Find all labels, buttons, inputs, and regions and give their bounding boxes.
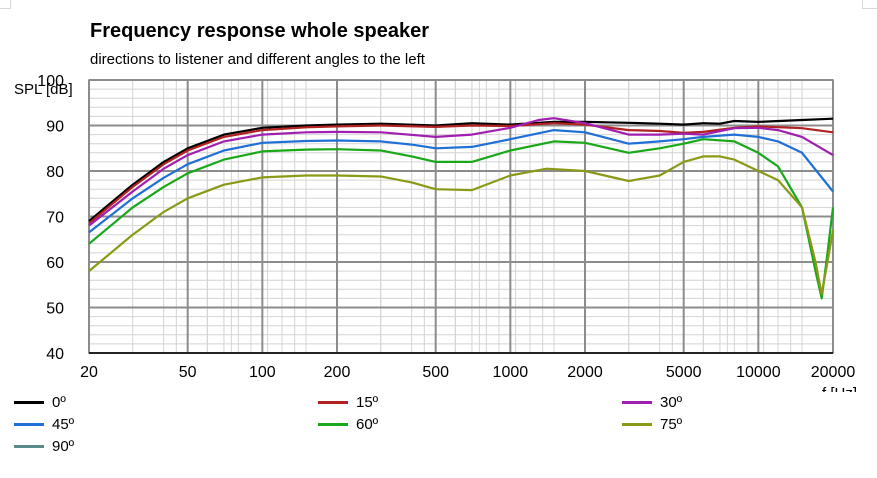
y-axis-label: SPL [dB] [14, 81, 73, 98]
legend-item: 75º [622, 414, 682, 434]
legend-item: 60º [318, 414, 378, 434]
legend-item: 15º [318, 392, 378, 412]
legend-item: 30º [622, 392, 682, 412]
x-axis-label: f [Hz] [822, 385, 857, 392]
chart-title: Frequency response whole speaker [90, 20, 430, 42]
series-line [88, 155, 835, 295]
series-line [88, 138, 835, 300]
chart-legend: 0º 15º 30º 45º 60º 75º 90º [0, 392, 877, 462]
legend-label: 90º [52, 437, 75, 455]
legend-label: 60º [356, 415, 379, 433]
x-tick-label: 100 [249, 364, 276, 381]
y-tick-label: 60 [46, 255, 64, 272]
frame-corner-left [0, 0, 11, 9]
y-tick-label: 100 [37, 73, 64, 90]
x-tick-label: 5000 [666, 364, 702, 381]
legend-item: 90º [14, 436, 74, 456]
y-tick-label: 70 [46, 210, 64, 227]
frequency-response-chart: 40 50 60 70 80 90 100 20 50 100 200 500 1000 2000 5000… [14, 73, 857, 392]
x-tick-label: 10000 [736, 364, 781, 381]
legend-swatch [14, 422, 44, 426]
legend-item: 45º [14, 414, 74, 434]
y-tick-label: 90 [46, 119, 64, 136]
series-line [88, 117, 834, 227]
x-tick-label: 1000 [493, 364, 529, 381]
frame-corner-right [862, 0, 877, 9]
legend-swatch [622, 422, 652, 426]
legend-label: 0º [52, 393, 66, 411]
window-frame [0, 0, 877, 9]
legend-swatch [622, 400, 652, 404]
legend-label: 75º [660, 415, 683, 433]
y-tick-label: 80 [46, 164, 64, 181]
series-line [88, 117, 834, 222]
x-tick-label: 2000 [567, 364, 603, 381]
y-tick-label: 40 [46, 346, 64, 363]
legend-swatch [318, 422, 348, 426]
legend-swatch [318, 400, 348, 404]
legend-swatch [14, 444, 44, 448]
legend-item: 0º [14, 392, 66, 412]
legend-label: 15º [356, 393, 379, 411]
chart-subtitle: directions to listener and different ang… [90, 51, 425, 68]
legend-label: 45º [52, 415, 75, 433]
x-tick-label: 50 [179, 364, 197, 381]
x-tick-label: 20 [80, 364, 98, 381]
x-tick-label: 20000 [811, 364, 856, 381]
legend-label: 30º [660, 393, 683, 411]
series-line [88, 129, 834, 234]
x-tick-label: 500 [422, 364, 449, 381]
series-line [88, 122, 834, 225]
x-tick-label: 200 [324, 364, 351, 381]
legend-swatch [14, 400, 44, 404]
y-tick-label: 50 [46, 301, 64, 318]
